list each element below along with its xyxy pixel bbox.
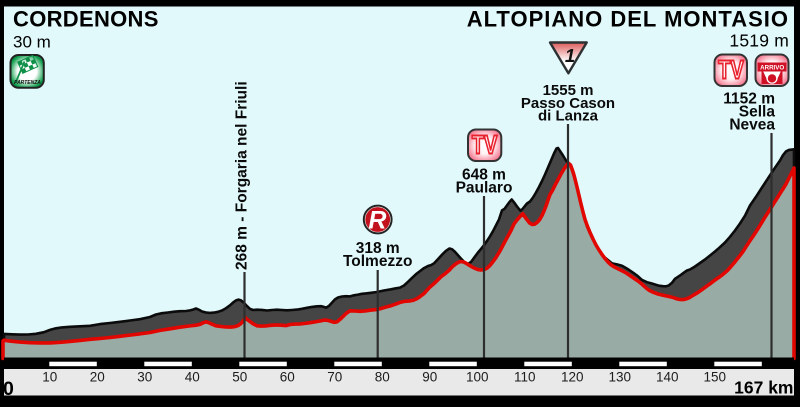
svg-text:150: 150 — [704, 369, 727, 384]
svg-text:648 m: 648 m — [462, 167, 506, 184]
svg-text:ARRIVO: ARRIVO — [760, 65, 784, 72]
svg-text:90: 90 — [422, 369, 437, 384]
svg-text:TV: TV — [718, 55, 744, 84]
svg-text:318 m: 318 m — [356, 240, 400, 257]
svg-text:CORDENONS: CORDENONS — [13, 7, 159, 32]
svg-text:110: 110 — [514, 369, 536, 384]
svg-text:Paularo: Paularo — [456, 180, 513, 197]
svg-text:70: 70 — [327, 369, 342, 384]
svg-text:0: 0 — [3, 378, 14, 400]
svg-text:Nevea: Nevea — [729, 117, 775, 134]
svg-text:140: 140 — [656, 369, 679, 384]
svg-text:ALTOPIANO DEL MONTASIO: ALTOPIANO DEL MONTASIO — [467, 7, 789, 32]
svg-text:100: 100 — [466, 369, 489, 384]
svg-text:30: 30 — [137, 369, 152, 384]
svg-text:60: 60 — [280, 369, 295, 384]
svg-text:120: 120 — [561, 369, 584, 384]
svg-text:130: 130 — [609, 369, 632, 384]
svg-text:1152 m: 1152 m — [723, 91, 775, 108]
svg-text:30 m: 30 m — [13, 33, 51, 52]
svg-text:1555 m: 1555 m — [543, 82, 594, 99]
svg-text:Tolmezzo: Tolmezzo — [343, 253, 412, 270]
svg-text:TV: TV — [472, 130, 498, 159]
svg-text:Passo Cason: Passo Cason — [521, 95, 615, 112]
svg-text:di Lanza: di Lanza — [538, 108, 599, 125]
svg-text:50: 50 — [232, 369, 247, 384]
svg-text:80: 80 — [375, 369, 390, 384]
svg-text:20: 20 — [90, 369, 105, 384]
svg-text:167 km: 167 km — [734, 378, 793, 398]
svg-text:PARTENZA: PARTENZA — [14, 80, 41, 86]
svg-text:R: R — [368, 207, 386, 235]
svg-text:1519 m: 1519 m — [729, 31, 789, 51]
svg-text:1: 1 — [565, 45, 575, 66]
svg-text:40: 40 — [185, 369, 200, 384]
svg-text:268 m - Forgaria nel Friuli: 268 m - Forgaria nel Friuli — [234, 81, 251, 270]
svg-text:10: 10 — [42, 369, 57, 384]
svg-text:Sella: Sella — [739, 104, 776, 121]
